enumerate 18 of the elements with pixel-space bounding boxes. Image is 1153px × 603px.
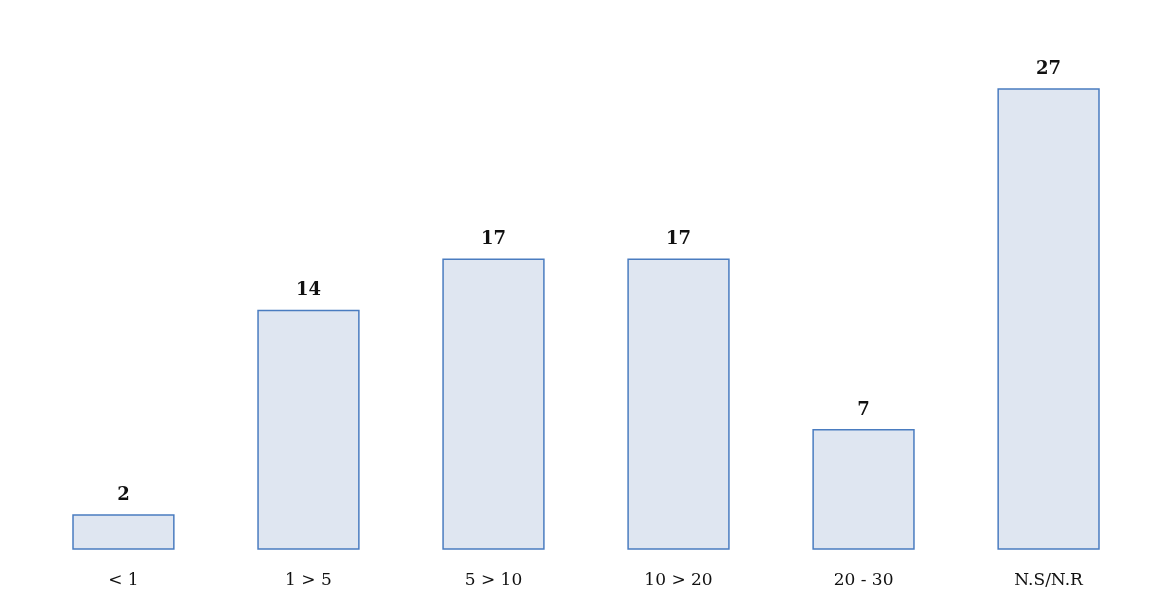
data-label: 17 bbox=[480, 227, 507, 249]
data-label: 14 bbox=[295, 278, 321, 300]
bar bbox=[72, 514, 175, 550]
data-label: 27 bbox=[1036, 57, 1062, 78]
bar bbox=[442, 258, 545, 550]
x-tick-label: 10 > 20 bbox=[644, 568, 713, 589]
bar bbox=[812, 428, 915, 550]
x-tick-label: < 1 bbox=[108, 568, 139, 589]
x-tick-label: 5 > 10 bbox=[464, 568, 523, 589]
x-tick-label: N.S/N.R bbox=[1014, 568, 1085, 589]
data-label: 17 bbox=[665, 227, 692, 249]
bar bbox=[997, 88, 1100, 550]
bar bbox=[257, 309, 360, 550]
x-tick-label: 20 - 30 bbox=[833, 568, 894, 589]
data-label: 7 bbox=[857, 397, 870, 419]
data-label: 2 bbox=[117, 482, 130, 504]
bar bbox=[627, 258, 730, 550]
x-tick-label: 1 > 5 bbox=[285, 568, 332, 589]
